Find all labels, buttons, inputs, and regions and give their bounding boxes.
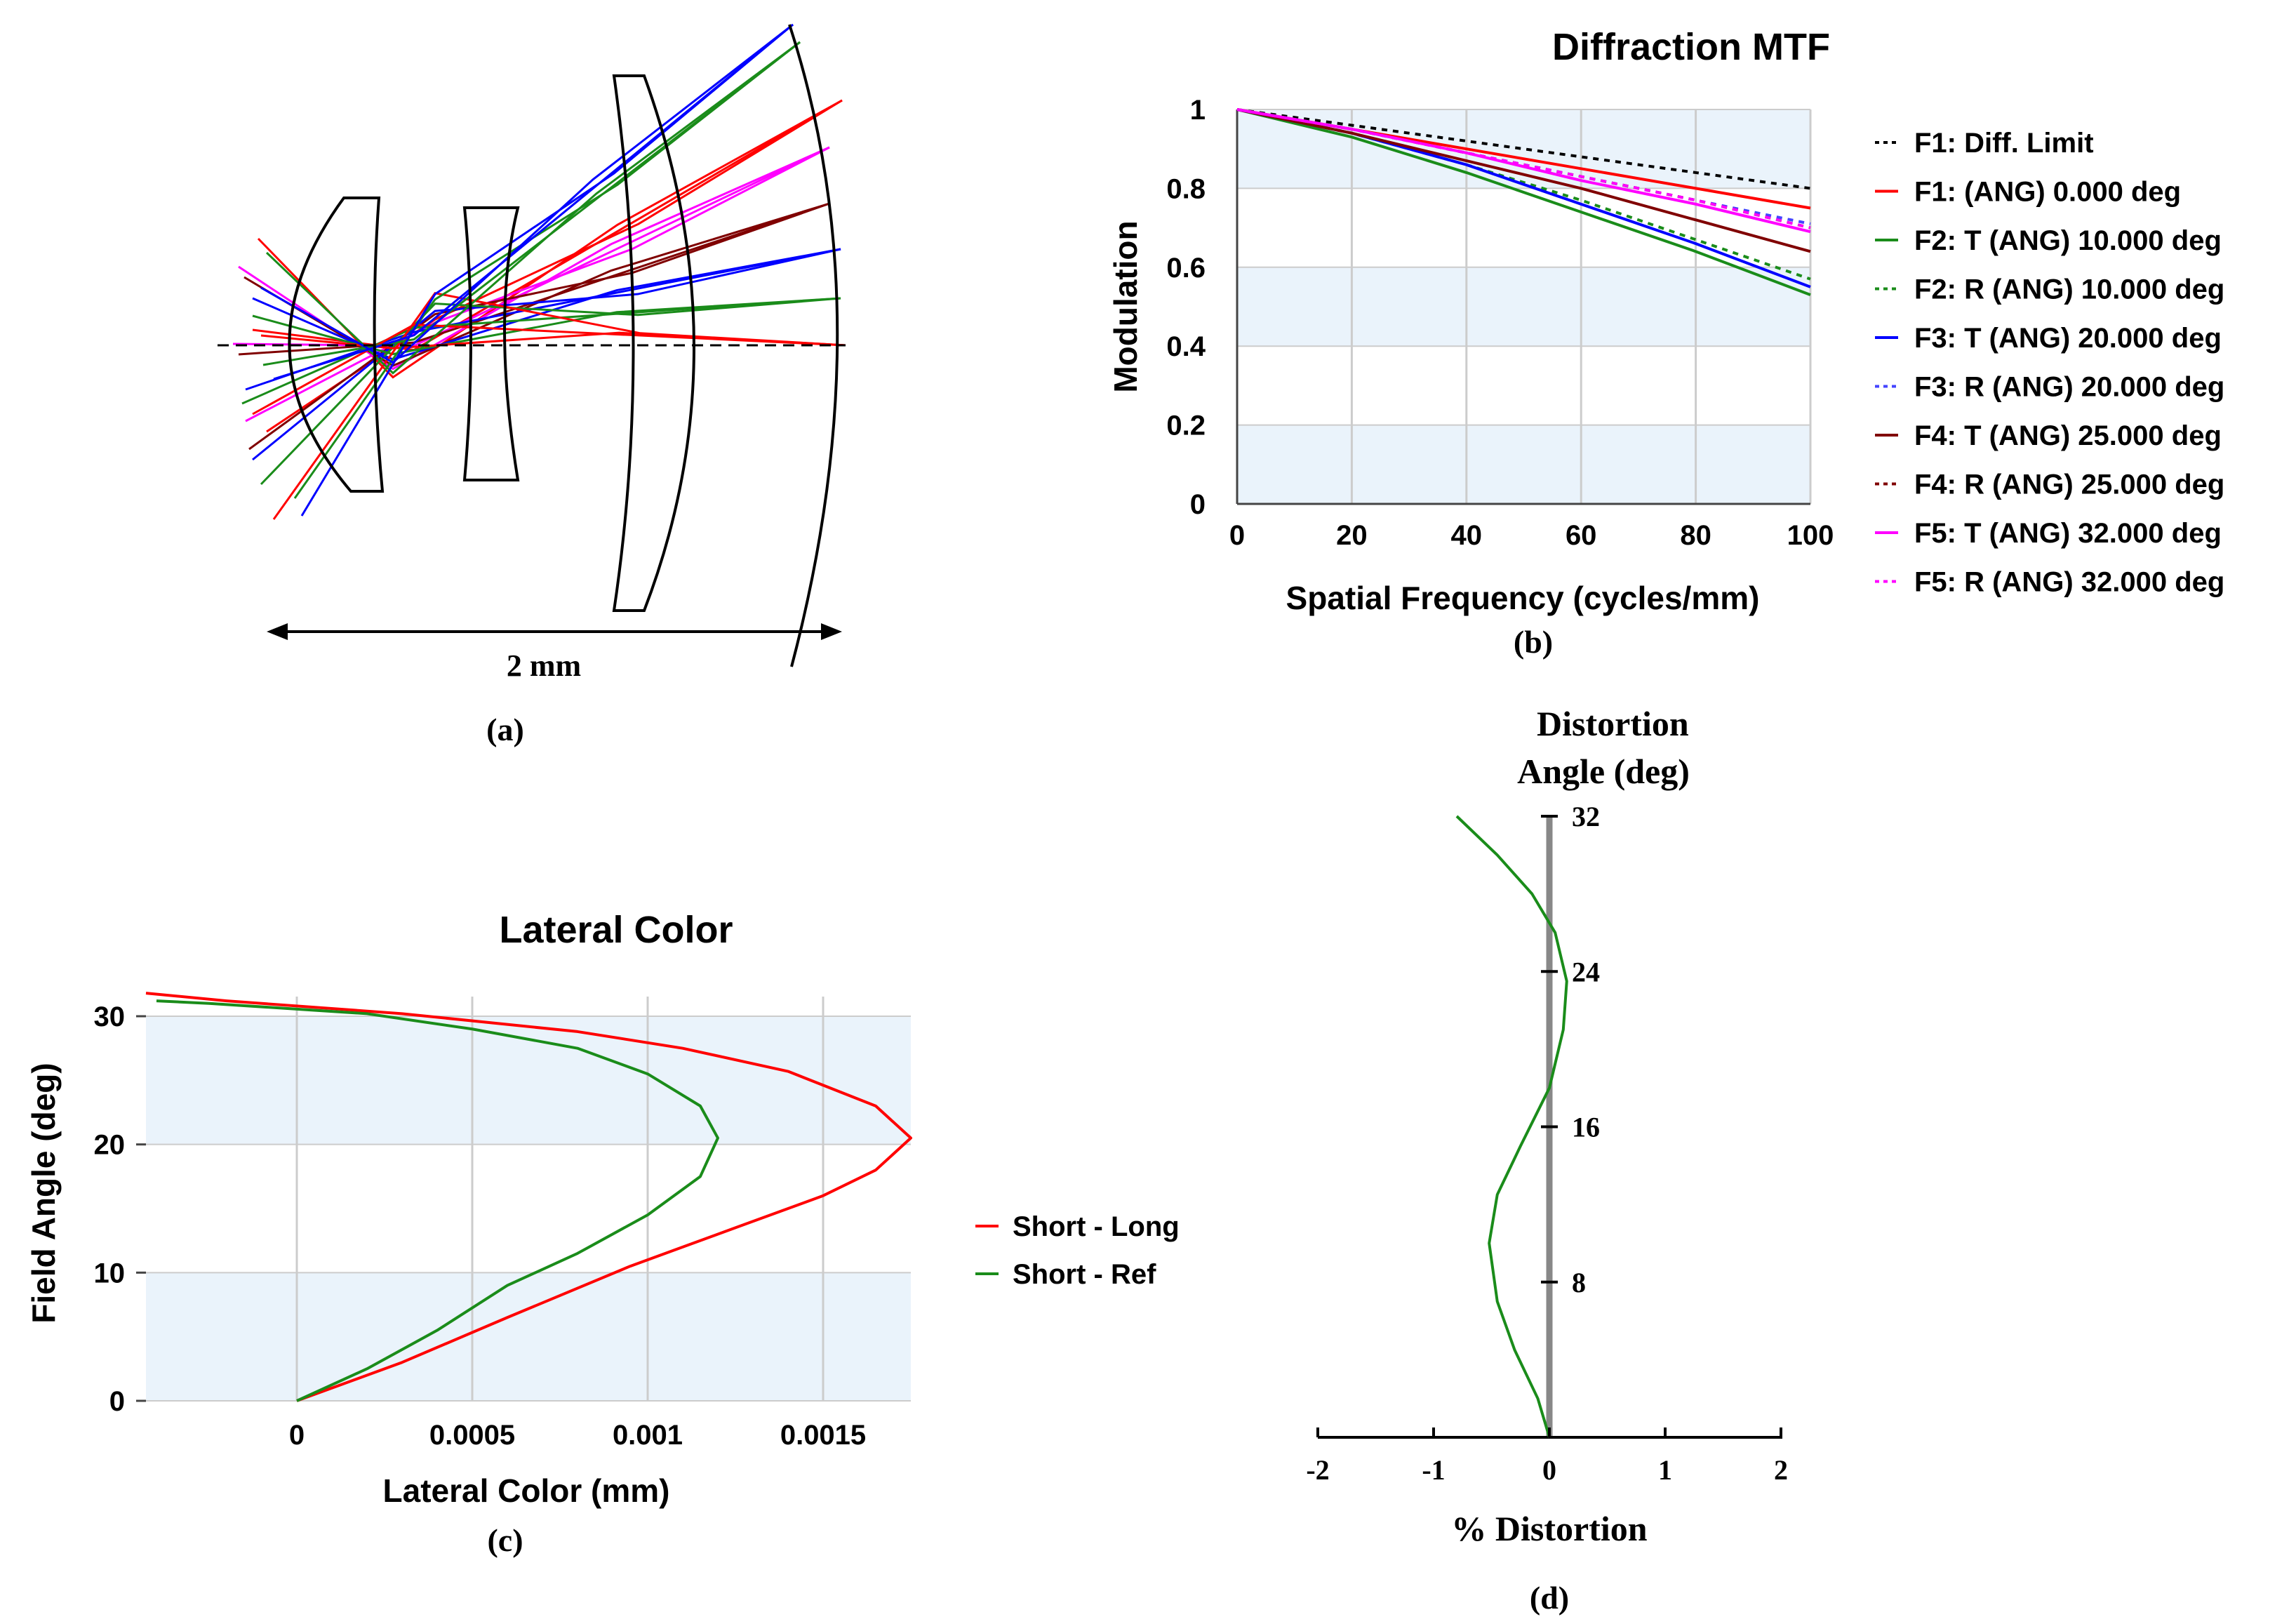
mtf-line-9 [1236, 108, 1811, 229]
mtf-y-tick-label: 0.6 [1166, 253, 1206, 284]
lateral-color-chart: 0 0.0005 0.001 0.0015 0 10 20 30 Lateral Color… [25, 909, 1180, 1558]
ray-5-1 [252, 324, 846, 415]
lateral-x-tick-label: 0.001 [613, 1420, 683, 1451]
mtf-chart: 0 20 40 60 80 100 0 0.2 0.4 0.6 0.8 1 Diffraction … [1107, 26, 2224, 660]
ray-0-1 [252, 99, 843, 352]
mtf-line-2 [1236, 108, 1811, 297]
scale-bar [267, 623, 842, 640]
lateral-x-tick-label: 0 [289, 1420, 305, 1451]
mtf-x-tick-label: 60 [1566, 520, 1597, 551]
mtf-axes [1236, 109, 1810, 505]
lateral-y-ticks: 0 10 20 30 [94, 1001, 126, 1417]
lateral-x-label: Lateral Color (mm) [383, 1472, 670, 1509]
mtf-x-tick-label: 80 [1680, 520, 1711, 551]
mtf-legend-label: F1: (ANG) 0.000 deg [1914, 177, 2181, 208]
distortion-y-ticks: 8 16 24 32 [1541, 801, 1600, 1298]
distortion-x-tick-label: 1 [1658, 1454, 1672, 1486]
mtf-x-label: Spatial Frequency (cycles/mm) [1286, 580, 1760, 616]
mtf-legend-label: F2: R (ANG) 10.000 deg [1914, 274, 2224, 305]
mtf-legend-label: F4: T (ANG) 25.000 deg [1914, 420, 2222, 451]
mtf-x-tick-label: 0 [1229, 520, 1245, 551]
distortion-x-tick-label: 2 [1774, 1454, 1788, 1486]
lens-element-1 [288, 197, 385, 493]
mtf-x-ticks: 0 20 40 60 80 100 [1229, 520, 1834, 551]
mtf-bands [1237, 109, 1810, 504]
mtf-x-tick-label: 100 [1787, 520, 1834, 551]
panel-label-c: (c) [487, 1522, 523, 1558]
distortion-y-tick-label: 32 [1572, 801, 1600, 832]
panel-label-b: (b) [1514, 624, 1553, 660]
lateral-title: Lateral Color [499, 909, 733, 951]
scale-label: 2 mm [507, 648, 581, 683]
lateral-legend: Short - Long Short - Ref [975, 1211, 1180, 1290]
mtf-x-tick-label: 20 [1336, 520, 1368, 551]
mtf-legend: F1: Diff. Limit F1: (ANG) 0.000 deg F2: T … [1875, 128, 2224, 598]
distortion-x-tick-label: 0 [1542, 1454, 1556, 1486]
distortion-x-label: % Distortion [1451, 1509, 1647, 1548]
distortion-y-title: Angle (deg) [1517, 752, 1690, 791]
mtf-y-ticks: 0 0.2 0.4 0.6 0.8 1 [1166, 95, 1206, 520]
lens-element-3 [612, 74, 695, 612]
lateral-bands [146, 1016, 911, 1401]
lateral-y-label: Field Angle (deg) [25, 1063, 62, 1323]
ray-4-1 [241, 297, 841, 405]
panel-label-a: (a) [486, 712, 524, 747]
lateral-line-1 [156, 999, 719, 1402]
distortion-title: Distortion [1537, 704, 1689, 743]
mtf-legend-label: F5: R (ANG) 32.000 deg [1914, 567, 2224, 598]
distortion-x-tick-label: -1 [1422, 1454, 1445, 1486]
panel-label-d: (d) [1530, 1580, 1569, 1616]
mtf-legend-label: F5: T (ANG) 32.000 deg [1914, 518, 2222, 549]
mtf-line-6 [1236, 108, 1811, 253]
lens-elements [218, 24, 846, 667]
mtf-y-tick-label: 0.4 [1166, 331, 1206, 362]
lateral-legend-label: Short - Long [1013, 1211, 1180, 1242]
image-surface [788, 24, 839, 667]
ray-7-2 [300, 23, 794, 517]
ray-1-2 [245, 146, 830, 422]
distortion-x-ticks: -2 -1 0 1 2 [1306, 1427, 1788, 1486]
mtf-y-tick-label: 0 [1190, 489, 1206, 520]
ray-2-2 [248, 202, 830, 451]
mtf-title: Diffraction MTF [1552, 26, 1830, 68]
mtf-x-tick-label: 40 [1451, 520, 1483, 551]
distortion-series [1455, 815, 1568, 1438]
lateral-x-ticks: 0 0.0005 0.001 0.0015 [289, 1420, 866, 1451]
mtf-legend-label: F1: Diff. Limit [1914, 128, 2094, 159]
distortion-y-tick-label: 16 [1572, 1112, 1600, 1143]
distortion-y-tick-label: 8 [1572, 1267, 1586, 1298]
mtf-legend-label: F2: T (ANG) 10.000 deg [1914, 225, 2222, 256]
distortion-chart: Distortion Angle (deg) -2 -1 0 1 2 8 16 24 32 %… [1306, 704, 1788, 1616]
lateral-series [145, 992, 912, 1402]
mtf-y-tick-label: 0.2 [1166, 411, 1206, 441]
lateral-line-0 [145, 992, 912, 1402]
ray-fan [232, 23, 846, 520]
mtf-line-8 [1236, 108, 1811, 234]
mtf-legend-label: F3: T (ANG) 20.000 deg [1914, 323, 2222, 354]
ray-3-2 [252, 248, 841, 461]
ray-6-0 [265, 41, 801, 375]
mtf-y-label: Modulation [1107, 220, 1144, 392]
lateral-y-tick-label: 0 [109, 1386, 125, 1417]
lateral-x-tick-label: 0.0015 [780, 1420, 866, 1451]
lateral-legend-label: Short - Ref [1013, 1259, 1156, 1290]
mtf-legend-label: F3: R (ANG) 20.000 deg [1914, 372, 2224, 403]
mtf-legend-label: F4: R (ANG) 25.000 deg [1914, 470, 2224, 500]
distortion-line-0 [1455, 815, 1568, 1438]
lateral-y-tick-label: 10 [94, 1258, 126, 1289]
lateral-x-tick-label: 0.0005 [429, 1420, 515, 1451]
distortion-y-tick-label: 24 [1572, 956, 1600, 987]
mtf-y-tick-label: 0.8 [1166, 173, 1206, 204]
mtf-line-3 [1236, 108, 1811, 281]
lateral-y-tick-label: 20 [94, 1130, 126, 1161]
mtf-series [1236, 108, 1811, 297]
lateral-y-tick-label: 30 [94, 1001, 126, 1032]
lens-element-2 [462, 206, 520, 481]
ray-5-2 [272, 291, 846, 520]
lens-layout-diagram: 2 mm (a) [218, 23, 846, 747]
ray-4-2 [260, 297, 841, 486]
distortion-x-tick-label: -2 [1306, 1454, 1329, 1486]
mtf-y-tick-label: 1 [1190, 95, 1206, 126]
